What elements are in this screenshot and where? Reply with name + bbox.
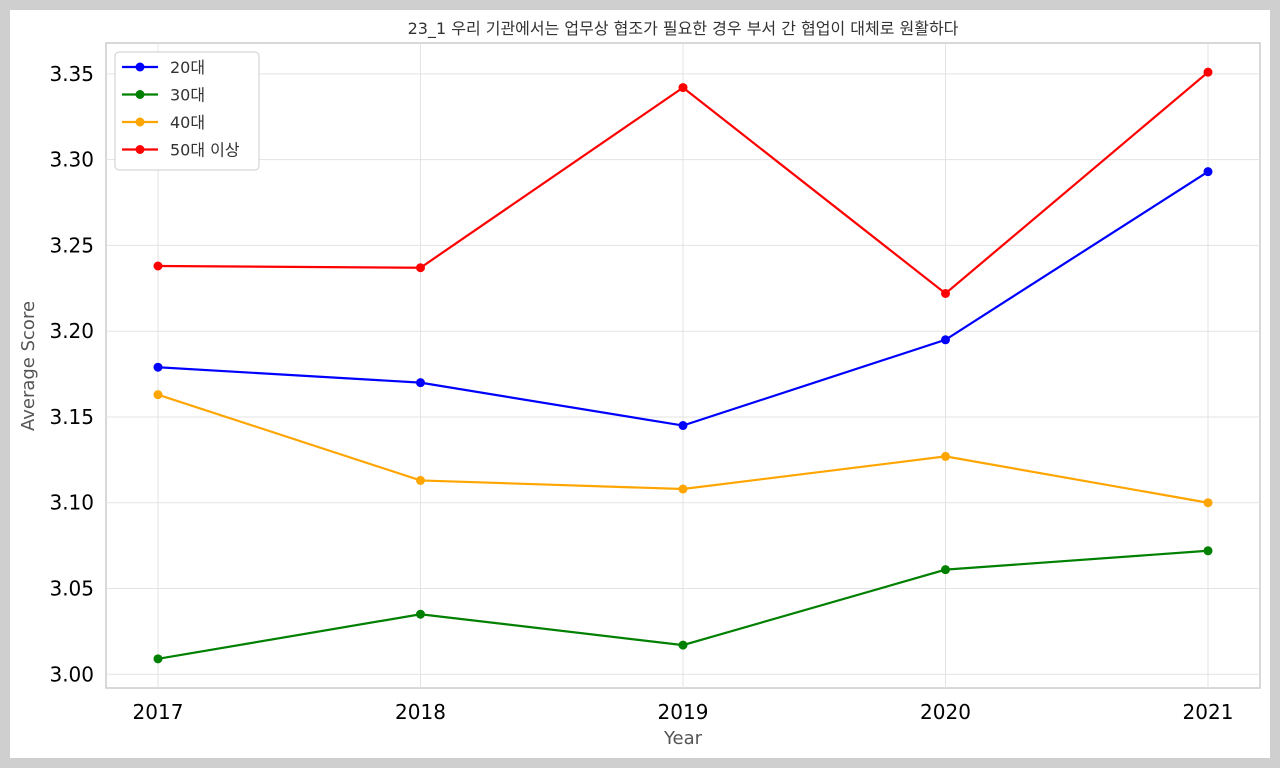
legend-swatch-marker [135,145,145,154]
data-point [941,288,950,298]
data-point [1203,498,1213,508]
y-tick-label: 3.35 [49,62,94,86]
data-point [1203,67,1213,77]
data-point [678,640,688,650]
x-tick-label: 2021 [1183,700,1234,724]
chart-title: 23_1 우리 기관에서는 업무상 협조가 필요한 경우 부서 간 협업이 대체… [408,19,959,39]
data-point [153,654,163,664]
data-point [678,484,688,494]
y-tick-layer: 3.00 3.05 3.10 3.15 3.20 3.25 3.30 3.35 [49,62,94,686]
data-point [941,565,950,575]
legend-swatch-marker [135,90,145,99]
y-tick-label: 3.05 [49,577,94,601]
chart-frame: 2017 2018 2019 2020 2021 3.00 3.05 3.10 3.15 3.2… [10,10,1270,758]
legend-box [114,51,260,171]
series-layer [153,67,1213,664]
legend-swatch-marker [135,62,145,72]
legend-entry-label: 30대 [170,86,205,105]
y-tick-label: 3.30 [49,148,94,172]
data-point [678,421,688,431]
y-tick-label: 3.00 [49,662,94,686]
data-point [1203,546,1213,556]
data-point [153,261,163,271]
x-tick-label: 2017 [133,700,184,724]
line-chart: 2017 2018 2019 2020 2021 3.00 3.05 3.10 3.15 3.2… [18,19,1261,749]
data-point [153,390,163,400]
data-point [416,609,425,619]
grid-layer [106,43,1260,688]
legend-swatch-marker [135,117,145,127]
data-point [416,378,425,388]
legend-entry-label: 20대 [170,58,205,77]
x-tick-layer: 2017 2018 2019 2020 2021 [133,700,1234,724]
data-point [941,451,950,461]
x-tick-label: 2020 [920,700,971,724]
y-tick-label: 3.15 [49,405,94,429]
data-point [153,362,163,372]
y-tick-label: 3.20 [49,319,94,343]
y-tick-label: 3.25 [49,233,94,257]
data-point [1203,167,1213,177]
legend: 20대 30대 40대 50대 이상 [114,51,260,171]
data-point [416,263,425,273]
y-axis-label: Average Score [18,301,39,431]
data-point [678,83,688,93]
x-axis-label: Year [663,728,703,749]
x-tick-label: 2018 [395,700,446,724]
legend-entry-label: 50대 이상 [170,141,240,160]
data-point [941,335,950,345]
y-tick-label: 3.10 [49,491,94,515]
legend-entry-label: 40대 [170,113,205,132]
data-point [416,475,425,485]
x-tick-label: 2019 [658,700,709,724]
